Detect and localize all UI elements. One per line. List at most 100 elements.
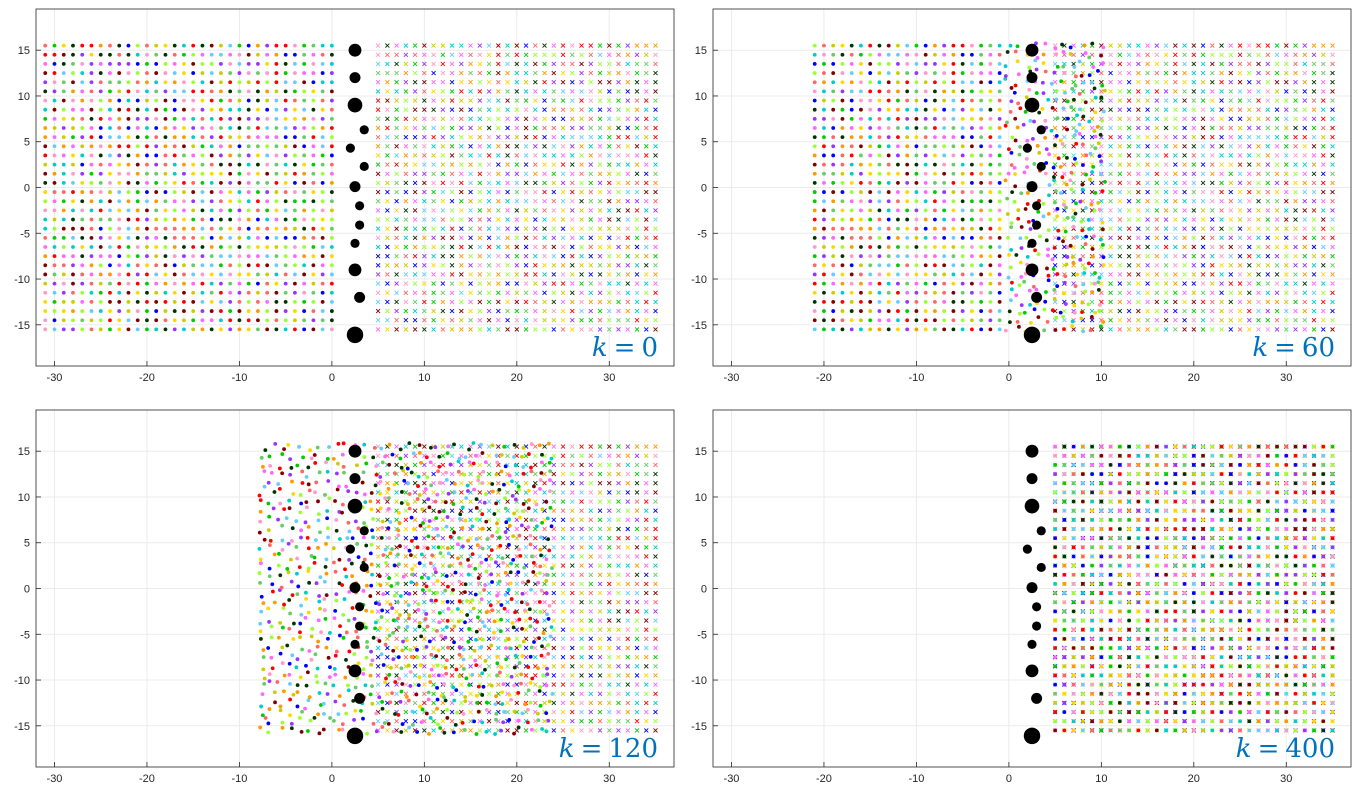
- agent-dot: [812, 199, 817, 204]
- agent-dot: [840, 318, 845, 323]
- agent-dot: [89, 272, 94, 277]
- agent-dot: [840, 80, 845, 85]
- agent-dot: [1017, 324, 1021, 329]
- agent-dot: [135, 190, 140, 194]
- agent-dot: [163, 235, 168, 240]
- target-cross: [449, 125, 455, 131]
- agent-dot: [988, 254, 993, 259]
- agent-dot: [98, 80, 103, 85]
- agent-dot: [1016, 208, 1021, 213]
- target-cross: [505, 290, 510, 296]
- agent-dot: [191, 71, 196, 75]
- agent-dot: [89, 199, 94, 204]
- agent-dot: [1056, 156, 1061, 161]
- agent-dot: [822, 181, 826, 185]
- target-cross: [403, 327, 409, 332]
- agent-dot: [163, 181, 168, 185]
- agent-dot: [145, 327, 149, 332]
- agent-dot: [942, 116, 947, 121]
- target-cross: [477, 180, 483, 186]
- agent-dot: [191, 208, 196, 213]
- target-cross: [422, 317, 427, 323]
- agent-dot: [840, 62, 845, 66]
- agent-dot: [320, 171, 325, 176]
- target-cross: [412, 125, 418, 131]
- agent-dot: [1091, 65, 1096, 69]
- target-cross: [375, 43, 381, 48]
- agent-dot: [237, 235, 242, 240]
- agent-dot: [1038, 234, 1042, 239]
- agent-dot: [886, 89, 891, 94]
- agent-dot: [905, 89, 910, 94]
- agent-dot: [849, 190, 854, 194]
- agent-dot: [1012, 199, 1017, 204]
- agent-dot: [849, 62, 854, 66]
- agent-dot: [1015, 320, 1020, 324]
- agent-dot: [886, 107, 891, 112]
- agent-dot: [172, 245, 177, 249]
- agent-dot: [997, 71, 1002, 75]
- target-cross: [514, 98, 520, 103]
- agent-dot: [896, 217, 900, 222]
- target-cross: [422, 198, 427, 204]
- agent-dot: [914, 181, 919, 185]
- agent-dot: [52, 71, 57, 75]
- agent-dot: [886, 235, 891, 240]
- agent-dot: [822, 290, 826, 295]
- agent-dot: [1084, 153, 1089, 158]
- agent-dot: [1021, 122, 1026, 127]
- target-cross: [486, 281, 492, 286]
- agent-dot: [237, 62, 242, 66]
- agent-dot: [80, 144, 85, 149]
- agent-dot: [840, 162, 845, 167]
- agent-dot: [877, 235, 882, 240]
- agent-dot: [1032, 119, 1036, 124]
- agent-dot: [859, 62, 863, 66]
- agent-dot: [61, 235, 66, 240]
- target-cross: [440, 52, 446, 58]
- agent-dot: [108, 199, 112, 204]
- target-cross: [514, 143, 520, 149]
- target-cross: [403, 299, 409, 305]
- target-cross: [486, 253, 492, 259]
- agent-dot: [219, 318, 223, 323]
- agent-dot: [896, 80, 900, 85]
- agent-dot: [135, 171, 140, 176]
- agent-dot: [877, 254, 882, 259]
- agent-dot: [126, 272, 131, 277]
- agent-dot: [292, 281, 297, 286]
- target-cross: [431, 281, 436, 286]
- agent-dot: [256, 71, 260, 75]
- agent-dot: [933, 217, 937, 222]
- target-cross: [394, 134, 399, 140]
- agent-dot: [154, 199, 159, 204]
- agent-dot: [979, 62, 984, 66]
- agent-dot: [859, 107, 863, 112]
- agent-dot: [1036, 315, 1041, 320]
- agent-dot: [135, 245, 140, 249]
- agent-dot: [191, 300, 196, 304]
- agent-dot: [812, 245, 817, 249]
- agent-dot: [979, 254, 984, 259]
- agent-dot: [812, 309, 817, 313]
- agent-dot: [896, 126, 900, 130]
- agent-dot: [61, 226, 66, 231]
- agent-dot: [886, 153, 891, 158]
- target-cross: [459, 89, 464, 94]
- agent-dot: [1058, 164, 1063, 169]
- agent-dot: [1036, 209, 1041, 214]
- target-cross: [385, 116, 390, 122]
- target-cross: [486, 98, 492, 103]
- agent-dot: [274, 235, 279, 240]
- agent-dot: [98, 43, 103, 48]
- agent-dot: [1005, 196, 1010, 201]
- agent-dot: [117, 89, 122, 94]
- agent-dot: [1061, 314, 1066, 319]
- agent-dot: [886, 144, 891, 149]
- agent-dot: [831, 235, 836, 240]
- agent-dot: [191, 281, 196, 286]
- agent-dot: [812, 135, 817, 140]
- agent-dot: [812, 80, 817, 85]
- agent-dot: [145, 263, 149, 268]
- agent-dot: [219, 98, 223, 103]
